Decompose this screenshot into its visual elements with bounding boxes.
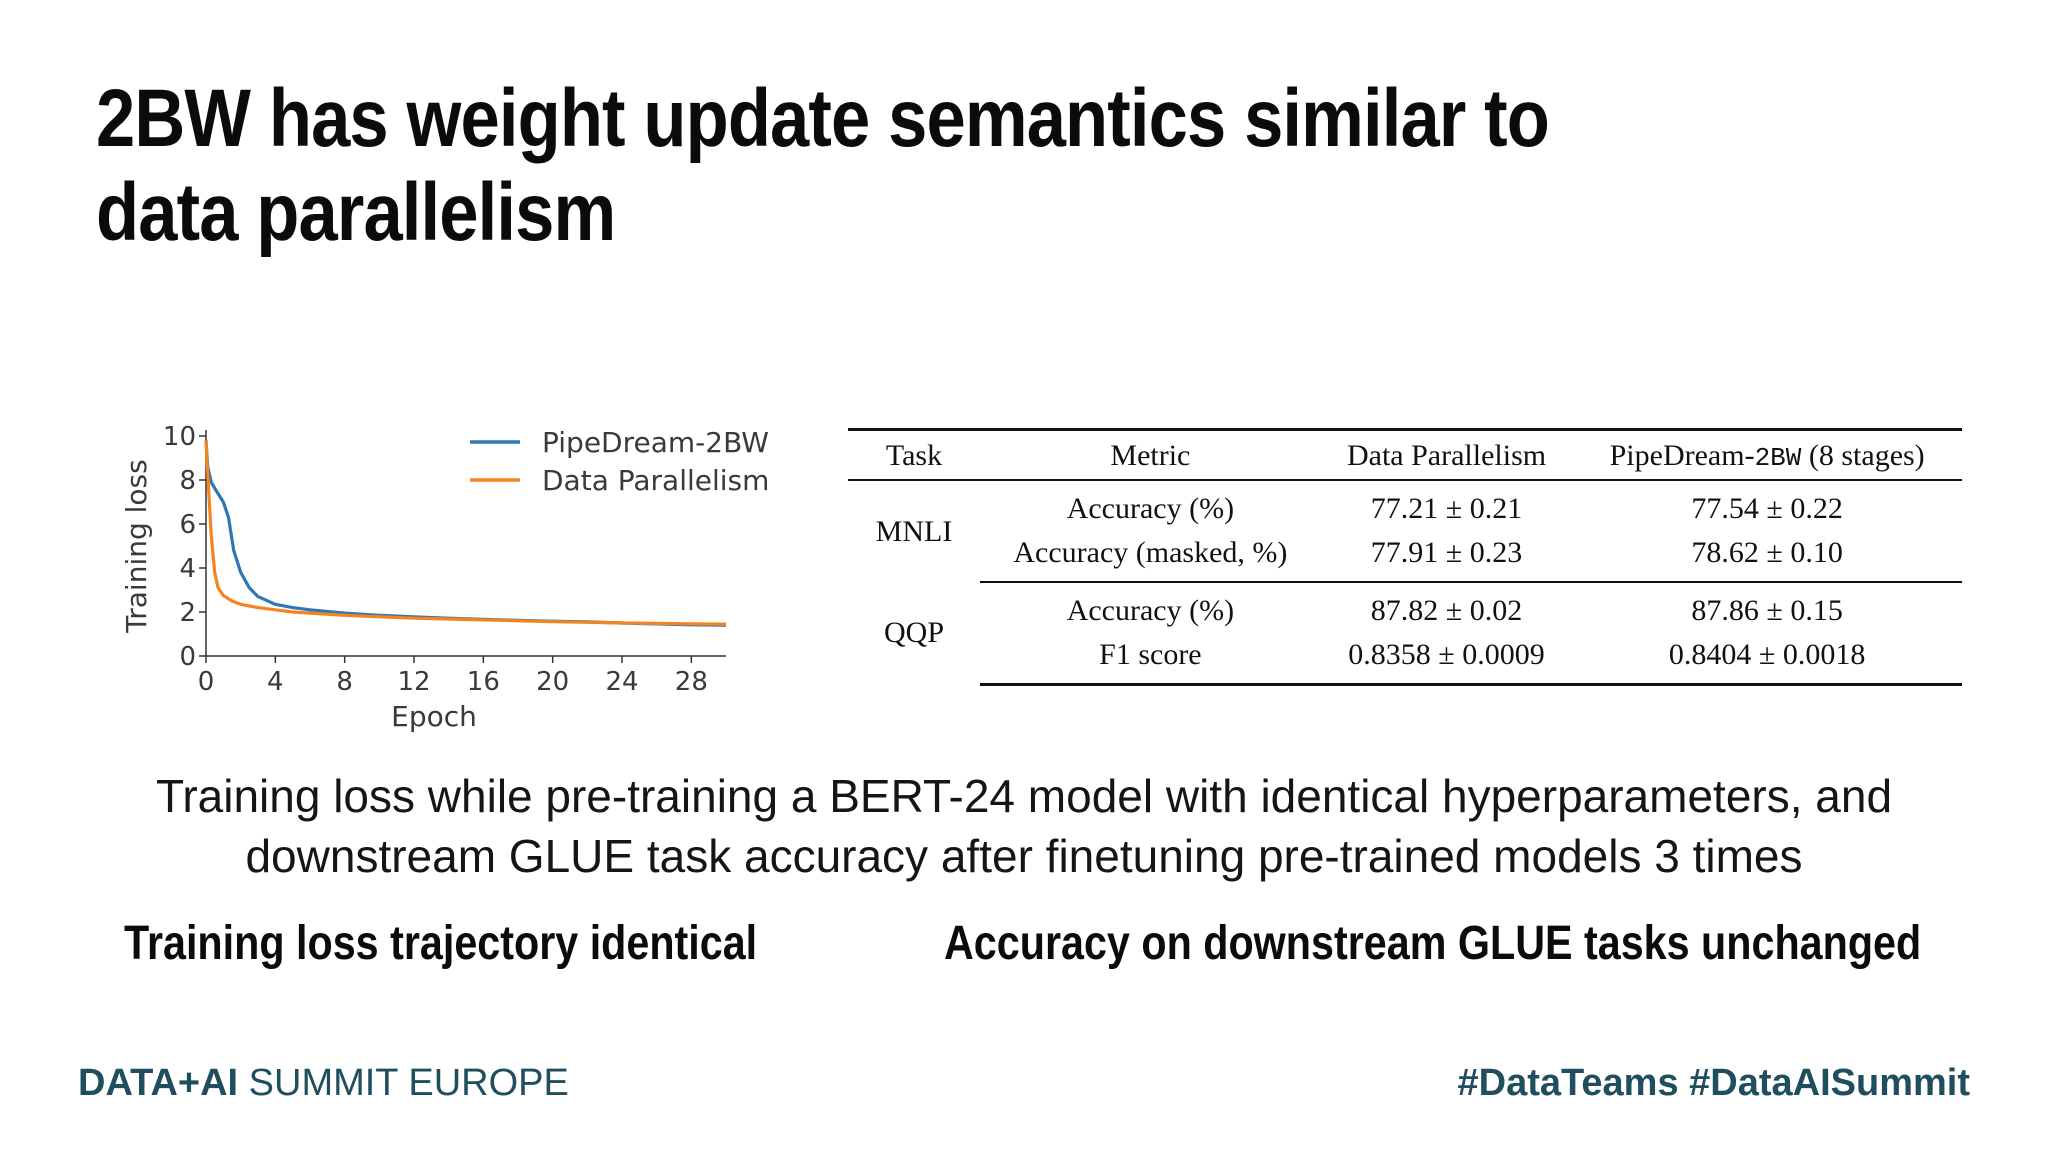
subheading-left: Training loss trajectory identical (124, 917, 758, 970)
summit-logo: DATA+AI SUMMIT EUROPE (78, 1062, 569, 1105)
metric-cell: Accuracy (%) (1066, 594, 1235, 627)
glue-results-table: Task Metric Data Parallelism PipeDream-2… (848, 428, 1962, 686)
task-cell: QQP (883, 616, 944, 650)
slide-title: 2BW has weight update semantics similar … (96, 73, 1550, 258)
dp-value-cell: 77.91 ± 0.23 (1320, 531, 1573, 583)
dp-value-cell: 0.8358 ± 0.0009 (1320, 633, 1573, 686)
footer-hashtags: #DataTeams #DataAISummit (1457, 1062, 1970, 1104)
table-row: Accuracy (masked, %) 77.91 ± 0.23 78.62 … (848, 531, 1962, 583)
y-tick-label: 10 (163, 422, 196, 452)
logo-rest-text: SUMMIT EUROPE (238, 1062, 569, 1104)
table-row: MNLI Accuracy (%) 77.21 ± 0.21 77.54 ± 0… (848, 480, 1962, 548)
y-tick-label: 6 (179, 510, 196, 540)
x-tick-label: 24 (605, 667, 638, 697)
logo-bold-text: DATA+AI (78, 1062, 239, 1104)
table-header-row: Task Metric Data Parallelism PipeDream-2… (848, 429, 1962, 481)
pd-value-cell: 0.8404 ± 0.0018 (1572, 633, 1962, 686)
x-tick-label: 20 (536, 667, 569, 697)
y-tick-label: 4 (179, 554, 196, 584)
metric-cell: Accuracy (%) (1066, 492, 1235, 525)
metric-cell: Accuracy (masked, %) (980, 531, 1321, 583)
table-row: F1 score 0.8358 ± 0.0009 0.8404 ± 0.0018 (848, 633, 1962, 686)
x-tick-label: 0 (198, 667, 215, 697)
series-line-data-parallelism (204, 440, 727, 626)
slide-caption: Training loss while pre-training a BERT-… (155, 770, 1893, 882)
legend-label: Data Parallelism (542, 464, 769, 497)
x-tick-label: 8 (336, 667, 353, 697)
dp-value-cell: 87.82 ± 0.02 (1370, 594, 1523, 627)
x-tick-label: 16 (467, 667, 500, 697)
y-axis-label: Training loss (120, 459, 153, 633)
y-tick-label: 0 (179, 642, 196, 672)
x-axis-label: Epoch (391, 700, 477, 733)
x-tick-label: 12 (397, 667, 430, 697)
header-pipedream: PipeDream-2BW (8 stages) (1572, 429, 1962, 481)
header-task: Task (848, 429, 980, 481)
metric-cell: F1 score (980, 633, 1321, 686)
table-row: QQP Accuracy (%) 87.82 ± 0.02 87.86 ± 0.… (848, 582, 1962, 649)
task-cell: MNLI (875, 514, 953, 548)
y-tick-label: 8 (179, 466, 196, 496)
x-tick-label: 28 (675, 667, 708, 697)
y-tick-label: 2 (179, 598, 196, 628)
pd-value-cell: 77.54 ± 0.22 (1691, 492, 1843, 525)
header-data-parallelism: Data Parallelism (1320, 429, 1573, 481)
pd-value-cell: 87.86 ± 0.15 (1691, 594, 1843, 627)
subheading-right: Accuracy on downstream GLUE tasks unchan… (944, 917, 1922, 970)
dp-value-cell: 77.21 ± 0.21 (1370, 492, 1523, 525)
pd-value-cell: 78.62 ± 0.10 (1572, 531, 1962, 583)
x-tick-label: 4 (267, 667, 284, 697)
legend-label: PipeDream-2BW (542, 426, 769, 459)
header-metric: Metric (980, 429, 1321, 481)
